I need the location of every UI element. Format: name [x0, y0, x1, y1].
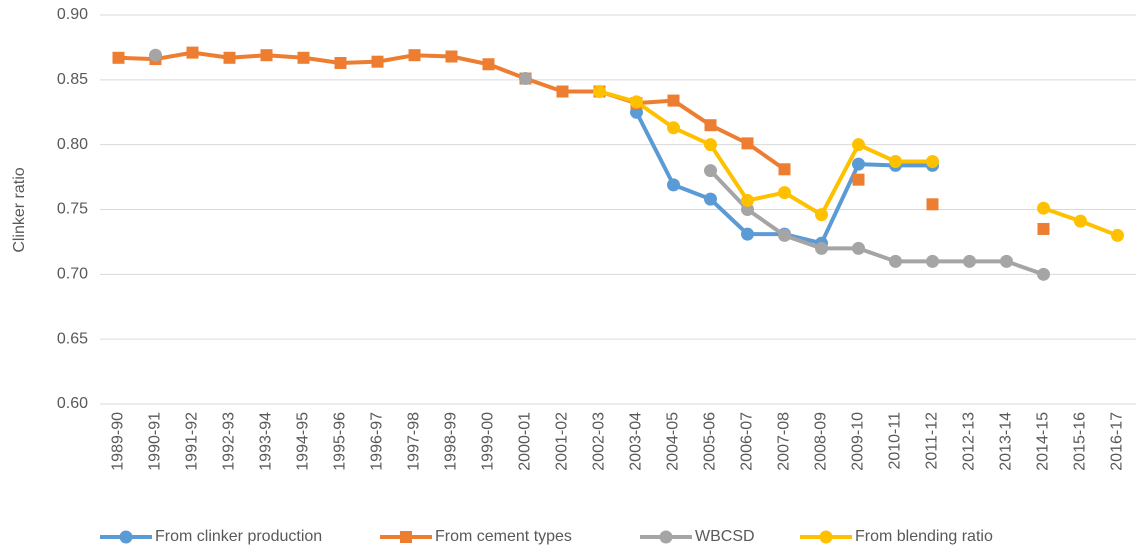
data-point	[112, 51, 125, 64]
data-point	[741, 227, 754, 241]
data-point	[482, 58, 495, 71]
data-point	[741, 203, 754, 216]
x-tick-label: 2006-07	[739, 412, 756, 471]
x-tick-label: 2003-04	[628, 412, 645, 471]
x-tick-label: 2008-09	[813, 412, 830, 471]
data-point	[741, 137, 754, 150]
data-point	[926, 198, 939, 211]
data-point	[815, 241, 828, 255]
legend-label: From blending ratio	[855, 528, 993, 545]
x-tick-label: 2014-15	[1035, 412, 1052, 471]
x-tick-label: 1993-94	[258, 412, 275, 471]
x-tick-label: 1989-90	[110, 412, 127, 471]
data-point	[778, 186, 791, 200]
data-point	[1037, 201, 1050, 215]
data-point	[1037, 267, 1050, 281]
data-point	[704, 119, 717, 132]
data-point	[963, 254, 976, 268]
y-tick-label: 0.65	[57, 330, 88, 347]
data-point	[926, 155, 939, 169]
x-tick-label: 2001-02	[554, 412, 571, 471]
data-point	[667, 178, 680, 192]
data-point	[741, 193, 754, 207]
data-point	[704, 138, 717, 152]
x-tick-label: 1995-96	[332, 412, 349, 471]
x-tick-label: 2009-10	[850, 412, 867, 471]
data-point	[704, 164, 717, 178]
y-tick-label: 0.85	[57, 71, 88, 88]
x-tick-label: 2010-11	[887, 412, 904, 470]
x-tick-label: 2015-16	[1072, 412, 1089, 471]
data-point	[852, 241, 865, 255]
data-point	[889, 254, 902, 268]
legend-marker	[659, 530, 673, 544]
x-tick-label: 2012-13	[961, 412, 978, 471]
y-tick-label: 0.75	[57, 201, 88, 218]
data-point	[297, 51, 310, 64]
x-tick-label: 1999-00	[480, 412, 497, 471]
x-tick-label: 2007-08	[776, 412, 793, 471]
y-tick-label: 0.90	[57, 6, 88, 23]
x-tick-label: 1996-97	[369, 412, 386, 471]
data-point	[371, 55, 384, 68]
x-tick-label: 2002-03	[591, 412, 608, 471]
x-tick-label: 2016-17	[1109, 412, 1126, 471]
x-tick-label: 1992-93	[221, 412, 238, 471]
data-point	[1037, 222, 1050, 235]
data-point	[260, 49, 273, 62]
legend-label: From clinker production	[155, 528, 322, 545]
data-point	[408, 49, 421, 62]
legend-marker	[819, 530, 833, 544]
data-point	[1111, 228, 1124, 242]
legend-marker	[400, 531, 412, 543]
y-tick-label: 0.70	[57, 266, 88, 283]
data-point	[223, 51, 236, 64]
x-tick-label: 1998-99	[443, 412, 460, 471]
data-point	[667, 121, 680, 135]
data-point	[630, 95, 643, 109]
data-point	[852, 173, 865, 186]
x-tick-label: 1990-91	[147, 412, 164, 471]
data-point	[778, 163, 791, 176]
data-point	[593, 85, 606, 99]
data-point	[815, 208, 828, 222]
data-point	[667, 94, 680, 107]
legend-label: WBCSD	[695, 528, 755, 545]
y-axis-label: Clinker ratio	[11, 167, 28, 252]
data-point	[704, 192, 717, 206]
x-tick-label: 2004-05	[665, 412, 682, 471]
y-tick-label: 0.60	[57, 395, 88, 412]
x-tick-label: 1997-98	[406, 412, 423, 471]
x-tick-label: 1991-92	[184, 412, 201, 471]
y-tick-label: 0.80	[57, 136, 88, 153]
data-point	[149, 48, 162, 62]
data-point	[334, 56, 347, 69]
x-tick-label: 2011-12	[924, 412, 941, 470]
x-tick-label: 2000-01	[517, 412, 534, 471]
x-tick-label: 2013-14	[998, 412, 1015, 471]
data-point	[852, 138, 865, 152]
legend-marker	[119, 530, 133, 544]
data-point	[1074, 214, 1087, 228]
data-point	[186, 46, 199, 59]
series-line	[709, 169, 1045, 277]
data-point	[852, 157, 865, 171]
data-point	[1000, 254, 1013, 268]
data-point	[778, 228, 791, 242]
data-point	[445, 50, 458, 63]
data-point	[889, 155, 902, 169]
data-point	[926, 254, 939, 268]
data-point	[556, 85, 569, 98]
data-point	[519, 72, 532, 86]
series-line	[119, 53, 1044, 229]
x-tick-label: 1994-95	[295, 412, 312, 471]
x-tick-label: 2005-06	[702, 412, 719, 471]
legend-label: From cement types	[435, 528, 572, 545]
